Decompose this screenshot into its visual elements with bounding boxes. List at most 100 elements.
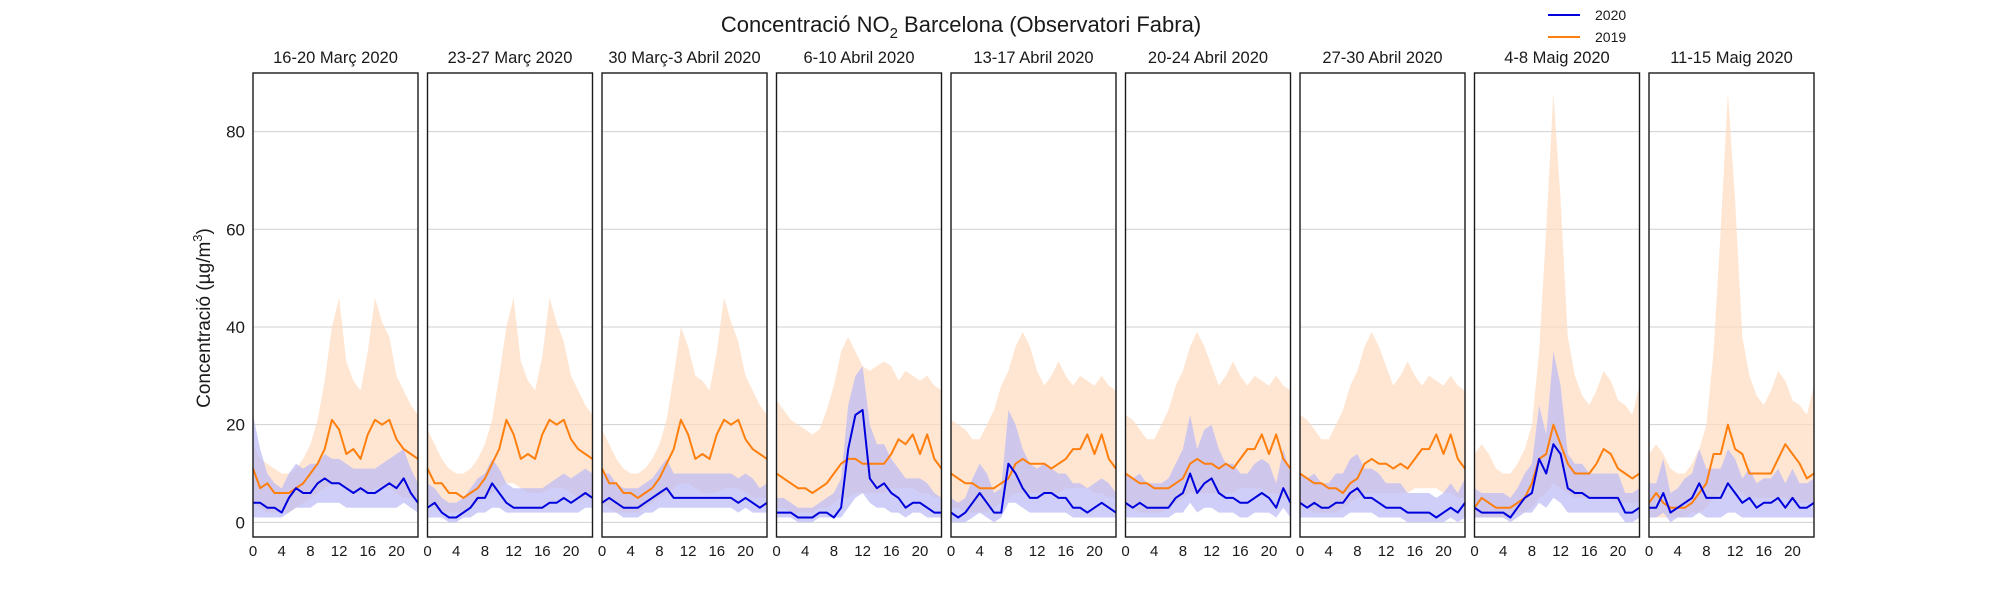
x-tick-label: 8 [1353,543,1361,560]
series-line-2020 [1473,443,1641,519]
panel-title: 4-8 Maig 2020 [1504,49,1610,67]
panel-7: 27-30 Abril 2020 0 4 8 12 16 20 [1296,49,1466,560]
band-2020 [427,458,593,523]
series-line-2019 [1299,433,1466,494]
panel-frame [1473,72,1641,538]
x-tick-label: 16 [534,543,551,560]
band-2019 [427,297,593,513]
x-tick-label: 4 [976,543,984,560]
x-tick-label: 4 [1325,543,1333,560]
figure-title: Concentració NO2 Barcelona (Observatori … [721,12,1201,42]
x-tick-label: 4 [627,543,635,560]
panel-title: 13-17 Abril 2020 [973,49,1093,67]
panel-title: 20-24 Abril 2020 [1148,49,1268,67]
x-tick-label: 16 [1755,543,1772,560]
x-tick-label: 4 [1150,543,1158,560]
panel-title: 30 Març-3 Abril 2020 [608,49,760,67]
y-axis-label: Concentració (µg/m3) [190,228,215,408]
panel-frame [252,72,419,538]
x-tick-label: 20 [1261,543,1278,560]
series-line-2019 [426,418,594,499]
panel-frame [1648,72,1815,538]
panel-9: 11-15 Maig 2020 0 4 8 12 16 20 [1645,49,1815,560]
panel-5: 13-17 Abril 2020 0 4 8 12 16 20 [947,49,1117,560]
y-tick-label: 40 [226,318,245,337]
series-line-2019 [950,433,1117,490]
x-tick-label: 0 [772,543,780,560]
series-line-2020 [1124,472,1292,509]
legend-label-2020: 2020 [1595,7,1626,23]
legend-label-2019: 2019 [1595,29,1626,45]
band-2019 [253,297,418,513]
x-tick-label: 20 [1610,543,1627,560]
series-line-2019 [601,418,768,499]
band-2020 [1125,414,1291,518]
panel-title: 16-20 Març 2020 [273,49,398,67]
x-tick-label: 0 [598,543,606,560]
series-line-2019 [1124,433,1292,490]
series-line-2019 [252,418,419,494]
panel-1: 16-20 Març 2020 0 4 8 12 16 20 0 20 40 60 80 [226,49,419,560]
panel-frame [601,72,768,538]
x-tick-label: 8 [1528,543,1536,560]
series-line-2020 [1649,482,1815,514]
x-tick-label: 16 [1581,543,1598,560]
band-2019 [1649,92,1814,518]
band-2020 [1300,454,1465,523]
x-tick-label: 0 [423,543,431,560]
x-tick-label: 4 [278,543,286,560]
series-line-2019 [1473,423,1641,509]
x-tick-label: 20 [563,543,580,560]
x-tick-label: 0 [249,543,257,560]
x-tick-label: 4 [801,543,809,560]
x-tick-label: 4 [1674,543,1682,560]
band-2019 [602,297,767,513]
band-2019 [951,331,1116,513]
x-tick-label: 16 [1406,543,1423,560]
x-tick-label: 20 [737,543,754,560]
panel-title: 23-27 Març 2020 [448,49,573,67]
panel-frame [1124,72,1292,538]
panel-6: 20-24 Abril 2020 0 4 8 12 16 20 [1121,49,1292,560]
x-tick-label: 8 [830,543,838,560]
y-tick-label: 0 [236,513,245,532]
band-2019 [1474,92,1640,518]
panel-title: 6-10 Abril 2020 [804,49,915,67]
y-tick-label: 80 [226,123,245,142]
y-tick-label: 20 [226,416,245,435]
series-line-2020 [1299,487,1466,519]
panel-frame [1299,72,1466,538]
series-line-2020 [253,477,419,514]
panel-frame [775,72,943,538]
x-tick-label: 12 [1203,543,1220,560]
series-line-2020 [601,487,768,509]
x-tick-label: 8 [1004,543,1012,560]
x-tick-label: 12 [1029,543,1046,560]
series-line-2020 [426,482,594,519]
x-tick-label: 8 [655,543,663,560]
panel-frame [426,72,594,538]
x-tick-label: 20 [1784,543,1801,560]
x-tick-label: 0 [1296,543,1304,560]
x-tick-label: 16 [883,543,900,560]
x-tick-label: 12 [1552,543,1569,560]
band-2019 [1300,331,1465,513]
x-tick-label: 20 [1086,543,1103,560]
panel-2: 23-27 Març 2020 0 4 8 12 16 20 [423,49,594,560]
panel-4: 6-10 Abril 2020 0 4 8 12 16 20 [772,49,943,560]
x-tick-label: 16 [708,543,725,560]
x-tick-label: 20 [1435,543,1452,560]
x-tick-label: 0 [1470,543,1478,560]
x-tick-label: 8 [1179,543,1187,560]
x-tick-label: 12 [331,543,348,560]
x-tick-label: 16 [1232,543,1249,560]
x-tick-label: 12 [505,543,522,560]
x-tick-label: 8 [481,543,489,560]
x-tick-label: 12 [680,543,697,560]
y-tick-label: 60 [226,220,245,239]
panel-8: 4-8 Maig 2020 0 4 8 12 16 20 [1470,49,1641,560]
x-tick-label: 12 [1727,543,1744,560]
x-tick-label: 0 [1645,543,1653,560]
